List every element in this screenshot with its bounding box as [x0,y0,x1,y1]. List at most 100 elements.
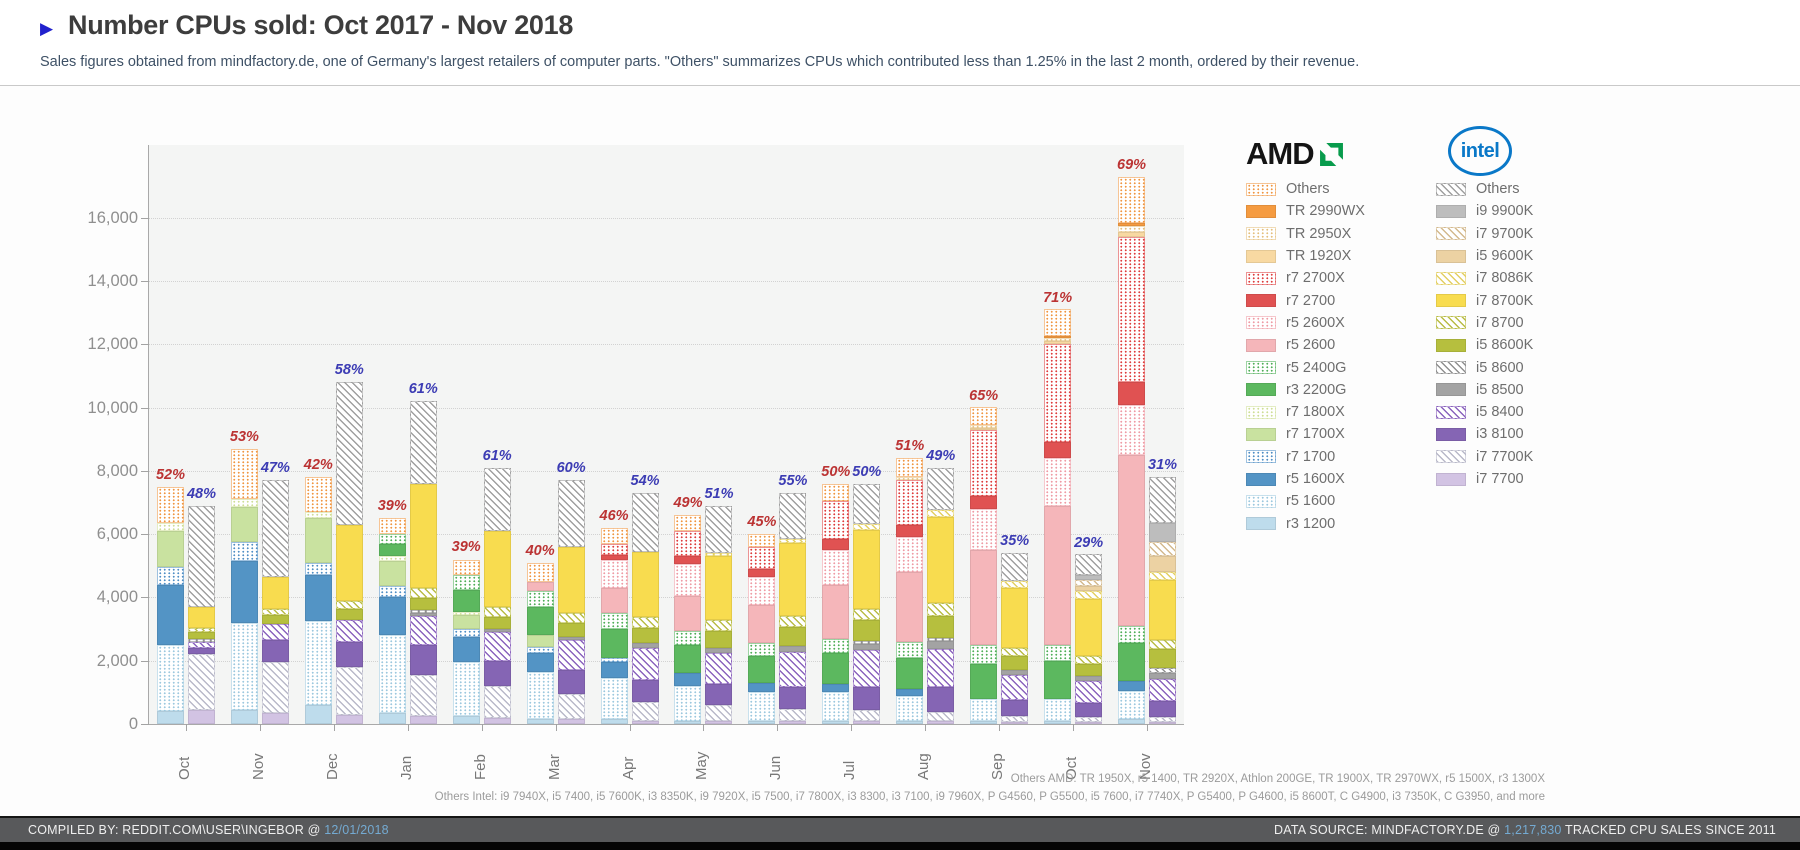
legend-swatch [1246,249,1276,263]
bar-segment [674,644,702,674]
others-amd-note: Others AMD: TR 1950X, r5 1400, TR 2920X,… [1010,773,1545,785]
bar-segment [378,597,406,636]
page-subtitle: Sales figures obtained from mindfactory.… [40,54,1360,70]
y-tick-label: 16,000 [87,208,138,227]
bar-segment [304,705,332,724]
legend-item: r7 1700 [1246,446,1365,468]
bar-segment [1075,590,1103,599]
bar-segment [187,607,215,628]
share-label: 42% [303,457,333,474]
stacked-bar-amd [970,407,998,724]
stacked-bar-intel [335,382,363,724]
bar-segment [1001,655,1029,670]
bar-segment [927,721,955,724]
bar-segment [927,686,955,712]
bar-segment [409,483,437,589]
legend-label: r3 2200G [1286,381,1347,398]
bar-segment [1001,587,1029,648]
bar-segment [600,588,628,614]
bar-segment [156,486,184,524]
bar-segment [261,480,289,577]
legend-label: i7 9700K [1476,225,1534,242]
bar-segment [1118,643,1146,682]
bar-segment [1118,681,1146,691]
share-label: 49% [926,447,956,464]
y-tick-label: 14,000 [87,272,138,291]
bar-segment [631,679,659,702]
bar-segment [1075,717,1103,722]
bar-segment [631,648,659,680]
bar-segment [779,493,807,539]
bar-segment [409,401,437,484]
bar-segment [1001,669,1029,675]
bar-segment [526,635,554,647]
bar-segment [378,561,406,587]
bar-segment [631,701,659,721]
stacked-bar-amd [230,448,258,724]
bar-segment [378,635,406,713]
share-label: 54% [630,473,660,490]
x-tick [1147,724,1149,731]
bar-segment [853,686,881,711]
month-label: Jan [397,755,415,780]
bar-segment [1118,176,1146,223]
y-tick [141,344,149,346]
bar-segment [187,632,215,639]
legend-item: i5 8400 [1436,401,1533,423]
bar-segment [853,644,881,651]
amd-legend-items: Others TR 2990WX TR 2950X TR 1920X r7 2700X r… [1246,178,1365,535]
y-tick [141,217,149,219]
legend-swatch [1246,271,1276,285]
bar-segment [1001,552,1029,582]
stacked-bar-intel [705,505,733,724]
bar-segment [483,717,511,724]
stacked-bar-intel [927,467,955,724]
bar-segment [230,499,258,508]
bar-segment [674,556,702,565]
legend-swatch [1436,338,1466,352]
gridline [149,217,1184,219]
bar-segment [705,505,733,554]
bar-segment [1149,541,1177,556]
legend-swatch [1246,227,1276,241]
bar-segment [896,689,924,696]
bar-segment [822,501,850,539]
legend-swatch [1246,450,1276,464]
compiled-by: COMPILED BY: REDDIT.COM\USER\INGEBOR @ 1… [28,823,389,837]
share-label: 47% [260,460,290,477]
y-tick-label: 0 [128,715,138,733]
bar-segment [526,581,554,592]
bar-segment [452,589,480,612]
legend-label: i7 7700 [1476,471,1524,487]
bar-segment [779,708,807,722]
bar-segment [631,720,659,724]
stacked-bar-intel [187,505,215,724]
bar-segment [409,644,437,675]
bar-segment [970,508,998,551]
bar-segment [1118,625,1146,644]
y-tick-label: 2,000 [96,651,138,670]
bar-segment [600,662,628,679]
bar-segment [1149,668,1177,673]
y-tick-label: 8,000 [96,461,138,480]
bar-segment [1149,639,1177,650]
legend-item: r7 2700X [1246,267,1365,289]
bar-segment [156,567,184,585]
legend-swatch [1436,227,1466,241]
legend-item: i5 9600K [1436,245,1533,267]
share-label: 61% [482,447,512,464]
legend-item: r5 1600X [1246,468,1365,490]
legend-label: i5 8600K [1476,337,1534,354]
bar-segment [1075,598,1103,656]
legend-label: r3 1200 [1286,515,1336,532]
legend-item: TR 2990WX [1246,200,1365,222]
bar-segment [526,671,554,720]
x-tick [629,724,631,731]
bar-segment [853,640,881,645]
bar-segment [335,382,363,525]
bar-segment [970,427,998,430]
bar-segment [483,607,511,617]
legend-label: r5 2600 [1286,337,1336,354]
x-tick [703,724,705,731]
bar-segment [748,546,776,570]
